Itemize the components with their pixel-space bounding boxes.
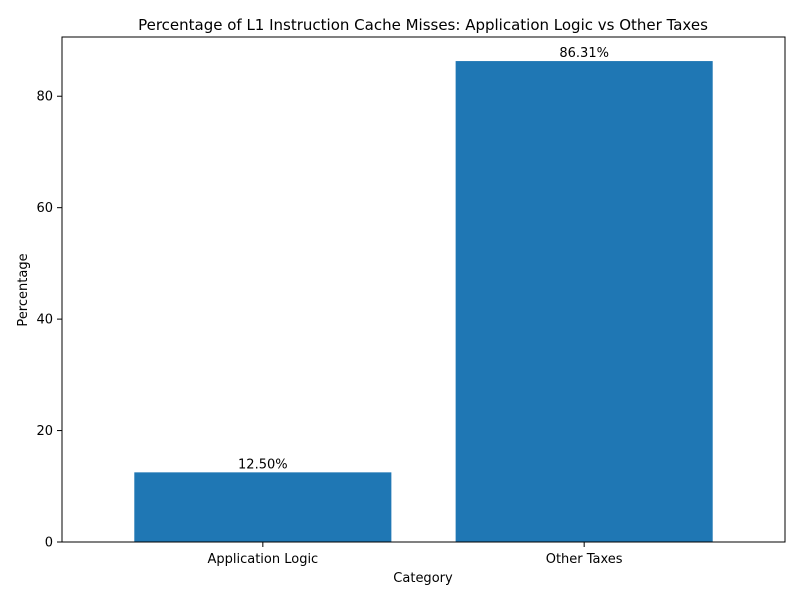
y-tick-label: 40 bbox=[36, 313, 53, 328]
x-tick-label: Other Taxes bbox=[546, 552, 623, 567]
chart-title: Percentage of L1 Instruction Cache Misse… bbox=[138, 16, 708, 34]
bar-value-label: 86.31% bbox=[559, 46, 609, 61]
y-axis-label: Percentage bbox=[16, 253, 31, 326]
bar-value-label: 12.50% bbox=[238, 457, 288, 472]
x-axis-label: Category bbox=[393, 571, 453, 586]
plot-frame bbox=[61, 36, 786, 543]
data-labels-group: 12.50% 86.31% bbox=[238, 46, 609, 472]
bar bbox=[134, 472, 392, 542]
y-tick-label: 80 bbox=[36, 90, 53, 105]
y-tick-label: 60 bbox=[36, 201, 53, 216]
x-axis-ticks: Application Logic Other Taxes bbox=[207, 542, 623, 567]
x-tick-label: Application Logic bbox=[207, 552, 318, 567]
y-tick-label: 20 bbox=[36, 424, 53, 439]
bar bbox=[455, 61, 713, 542]
y-axis-ticks: 0 20 40 60 80 bbox=[36, 90, 62, 551]
y-tick-label: 0 bbox=[45, 536, 53, 551]
bars-group bbox=[134, 61, 713, 542]
